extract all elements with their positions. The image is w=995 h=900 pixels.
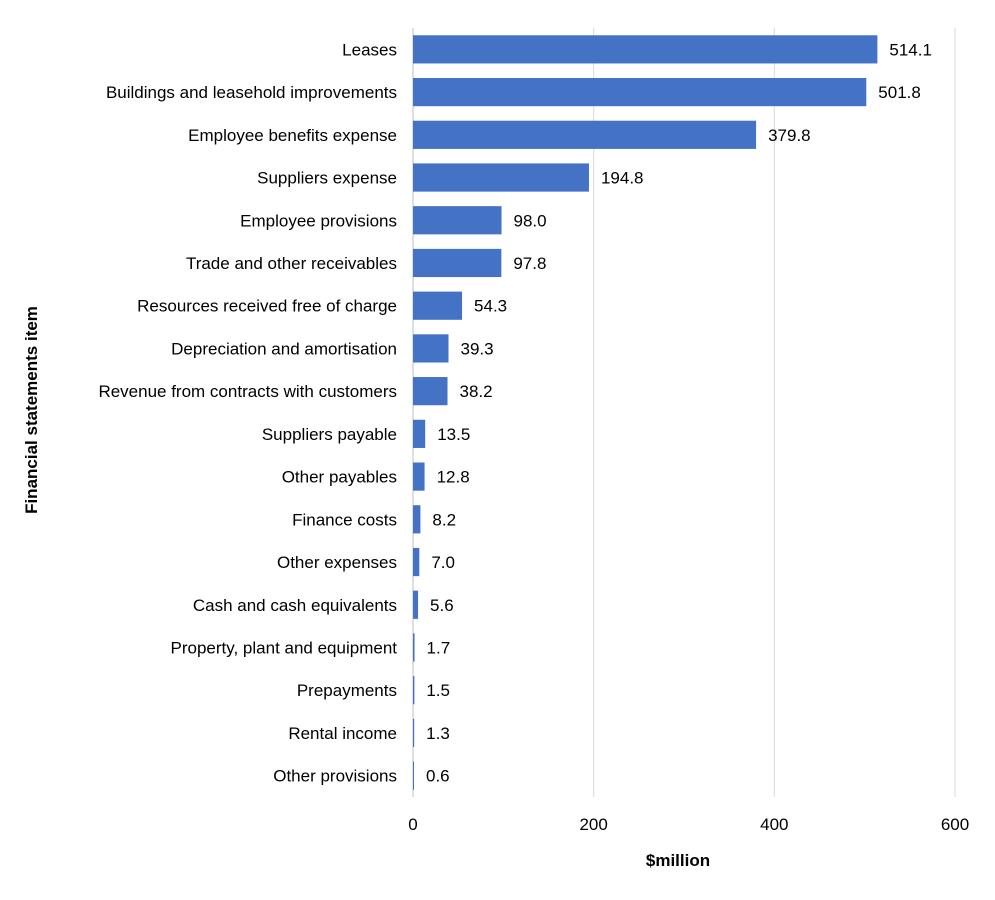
- bar: [413, 590, 419, 619]
- data-label: 514.1: [889, 40, 932, 59]
- x-axis-ticks: 0 200 400 600: [408, 815, 969, 834]
- x-tick-label: 600: [941, 815, 969, 834]
- gridlines: [412, 28, 956, 797]
- category-label: Depreciation and amortisation: [171, 339, 397, 358]
- bar: [413, 35, 878, 64]
- bars: [413, 35, 878, 790]
- data-label: 7.0: [431, 553, 455, 572]
- data-label: 5.6: [430, 596, 454, 615]
- category-label: Leases: [342, 40, 397, 59]
- data-label: 38.2: [460, 382, 493, 401]
- category-label: Suppliers payable: [262, 425, 397, 444]
- bar: [413, 206, 502, 235]
- bar: [413, 633, 415, 662]
- data-label: 54.3: [474, 297, 507, 316]
- data-label: 194.8: [601, 169, 644, 188]
- data-label: 1.5: [426, 681, 450, 700]
- data-label: 97.8: [513, 254, 546, 273]
- category-label: Revenue from contracts with customers: [98, 382, 397, 401]
- data-label: 8.2: [432, 510, 456, 529]
- data-label: 1.7: [427, 638, 451, 657]
- bar: [413, 377, 448, 406]
- category-label: Employee benefits expense: [188, 126, 397, 145]
- x-tick-label: 0: [408, 815, 417, 834]
- data-label: 13.5: [437, 425, 470, 444]
- bar: [413, 761, 414, 790]
- bar: [413, 419, 426, 448]
- category-label: Cash and cash equivalents: [193, 596, 397, 615]
- category-label: Other provisions: [273, 767, 397, 786]
- category-labels: Leases Buildings and leasehold improvemen…: [98, 40, 397, 785]
- bar: [413, 77, 867, 107]
- data-label: 98.0: [514, 211, 547, 230]
- x-axis-title: $million: [646, 851, 710, 870]
- category-label: Rental income: [288, 724, 397, 743]
- data-label: 0.6: [426, 767, 450, 786]
- bar: [413, 291, 463, 320]
- category-label: Buildings and leasehold improvements: [106, 83, 397, 102]
- y-axis-title: Financial statements item: [22, 306, 41, 514]
- data-label: 39.3: [461, 339, 494, 358]
- data-label: 501.8: [878, 83, 921, 102]
- data-label: 12.8: [437, 468, 470, 487]
- category-label: Other payables: [282, 468, 397, 487]
- category-label: Finance costs: [292, 510, 397, 529]
- bar: [413, 120, 757, 149]
- bar: [413, 334, 449, 363]
- bar: [413, 248, 502, 278]
- x-tick-label: 200: [579, 815, 607, 834]
- data-label: 1.3: [426, 724, 450, 743]
- category-label: Resources received free of charge: [137, 297, 397, 316]
- bar: [413, 676, 415, 705]
- data-label: 379.8: [768, 126, 811, 145]
- bar: [413, 718, 415, 748]
- bar: [413, 505, 421, 534]
- category-label: Suppliers expense: [257, 169, 397, 188]
- category-label: Prepayments: [297, 681, 397, 700]
- x-tick-label: 400: [760, 815, 788, 834]
- category-label: Trade and other receivables: [186, 254, 397, 273]
- category-label: Property, plant and equipment: [171, 638, 398, 657]
- category-label: Employee provisions: [240, 211, 397, 230]
- bar: [413, 163, 589, 192]
- bar: [413, 462, 425, 491]
- bar: [413, 547, 420, 577]
- category-label: Other expenses: [277, 553, 397, 572]
- value-labels: 514.1 501.8 379.8 194.8 98.0 97.8 54.3 39.3 38.2…: [426, 40, 932, 785]
